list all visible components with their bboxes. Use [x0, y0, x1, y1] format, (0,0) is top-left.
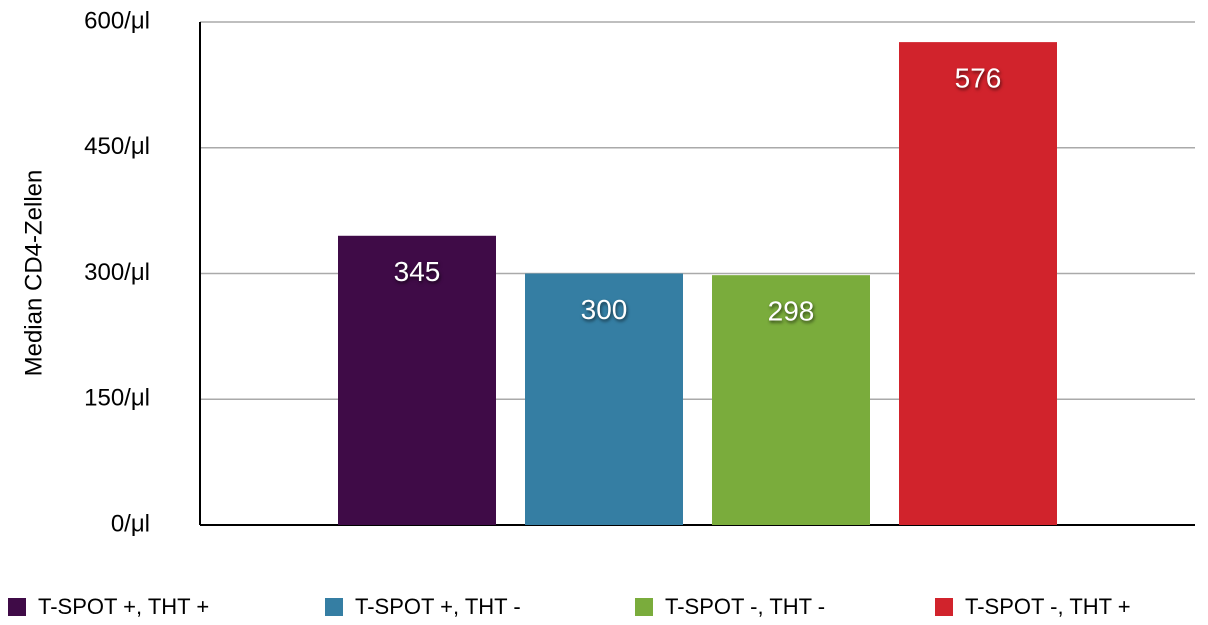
legend-swatch [635, 598, 653, 616]
bar [899, 42, 1057, 526]
y-tick-label: 300/μl [84, 259, 150, 286]
legend-label: T-SPOT -, THT + [965, 594, 1131, 619]
data-label: 298 [768, 296, 815, 327]
legend-swatch [935, 598, 953, 616]
bar [525, 273, 683, 525]
bar [338, 235, 496, 525]
y-tick-label: 600/μl [84, 7, 150, 34]
legend-label: T-SPOT -, THT - [665, 594, 825, 619]
data-label: 576 [955, 63, 1002, 94]
data-label: 345 [394, 256, 441, 287]
data-label: 300 [581, 294, 628, 325]
legend-swatch [325, 598, 343, 616]
y-axis-label: Median CD4-Zellen [20, 170, 47, 377]
y-tick-label: 0/μl [111, 510, 150, 537]
y-tick-label: 150/μl [84, 385, 150, 412]
legend-label: T-SPOT +, THT - [355, 594, 521, 619]
legend-label: T-SPOT +, THT + [38, 594, 209, 619]
legend-swatch [8, 598, 26, 616]
y-tick-label: 450/μl [84, 133, 150, 160]
bar [712, 275, 870, 525]
